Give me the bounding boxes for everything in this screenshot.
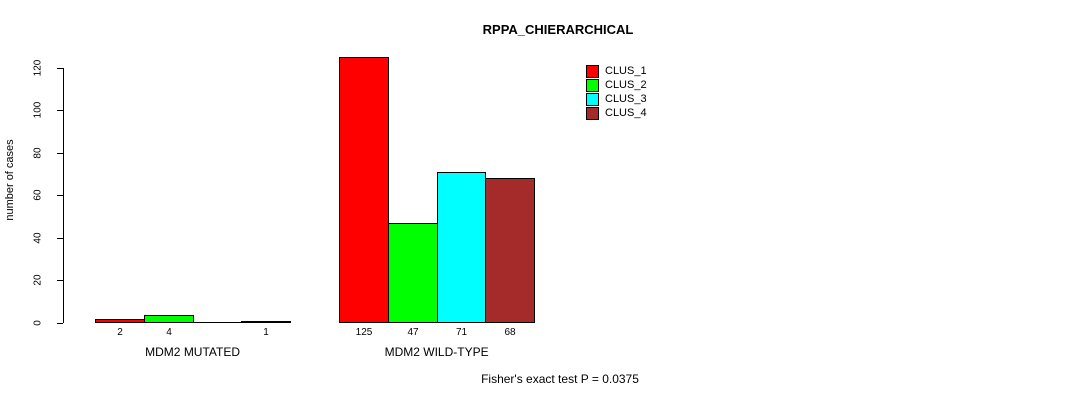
y-tick-mark (57, 237, 63, 239)
y-tick-label: 60 (32, 189, 44, 201)
bar-clus_4-group1 (241, 320, 291, 323)
bar-clus_4-group2 (485, 178, 535, 323)
legend: CLUS_1 CLUS_2 CLUS_3 CLUS_4 (586, 64, 647, 120)
bar-clus_2-group2 (388, 223, 438, 323)
legend-item: CLUS_1 (586, 64, 647, 78)
bar-value-label: 2 (117, 327, 123, 338)
y-tick-label: 0 (32, 320, 44, 326)
legend-label: CLUS_3 (605, 92, 647, 105)
y-axis-line (63, 67, 64, 323)
y-tick-mark (57, 152, 63, 154)
bar-clus_3-group2 (437, 171, 486, 323)
y-tick-mark (57, 110, 63, 112)
y-tick-label: 20 (32, 274, 44, 286)
y-tick-mark (57, 323, 63, 324)
bar-clus_3-group1-zero (193, 322, 242, 323)
bar-value-label: 47 (407, 327, 419, 338)
y-tick-mark (57, 67, 63, 69)
bar-clus_1-group2 (339, 57, 389, 323)
y-tick-label: 40 (32, 232, 44, 244)
bar-value-label: 125 (355, 327, 373, 338)
y-tick-label: 100 (32, 101, 44, 119)
x-group-label: MDM2 MUTATED (145, 345, 241, 359)
fisher-test-annotation: Fisher's exact test P = 0.0375 (481, 372, 639, 386)
y-tick-label: 120 (32, 59, 44, 76)
legend-item: CLUS_2 (586, 78, 647, 92)
legend-label: CLUS_1 (605, 64, 647, 77)
y-tick-mark (57, 195, 63, 197)
bar-value-label: 1 (263, 327, 269, 338)
x-group-label: MDM2 WILD-TYPE (384, 345, 489, 359)
legend-item: CLUS_4 (586, 106, 647, 120)
legend-swatch-clus_3 (586, 92, 599, 106)
y-tick-label: 80 (32, 147, 44, 159)
bar-value-label: 68 (504, 327, 516, 338)
bar-clus_1-group1 (95, 318, 145, 323)
legend-swatch-clus_1 (586, 64, 599, 78)
legend-item: CLUS_3 (586, 92, 647, 106)
y-tick-mark (57, 280, 63, 282)
legend-swatch-clus_2 (586, 78, 599, 92)
bar-value-label: 4 (166, 327, 172, 338)
bar-clus_2-group1 (144, 314, 194, 323)
y-axis-label: number of cases (4, 139, 16, 221)
legend-label: CLUS_4 (605, 106, 647, 119)
legend-swatch-clus_4 (586, 106, 599, 120)
bar-value-label: 71 (455, 327, 468, 338)
chart-title: RPPA_CHIERARCHICAL (482, 22, 634, 37)
legend-label: CLUS_2 (605, 78, 647, 91)
